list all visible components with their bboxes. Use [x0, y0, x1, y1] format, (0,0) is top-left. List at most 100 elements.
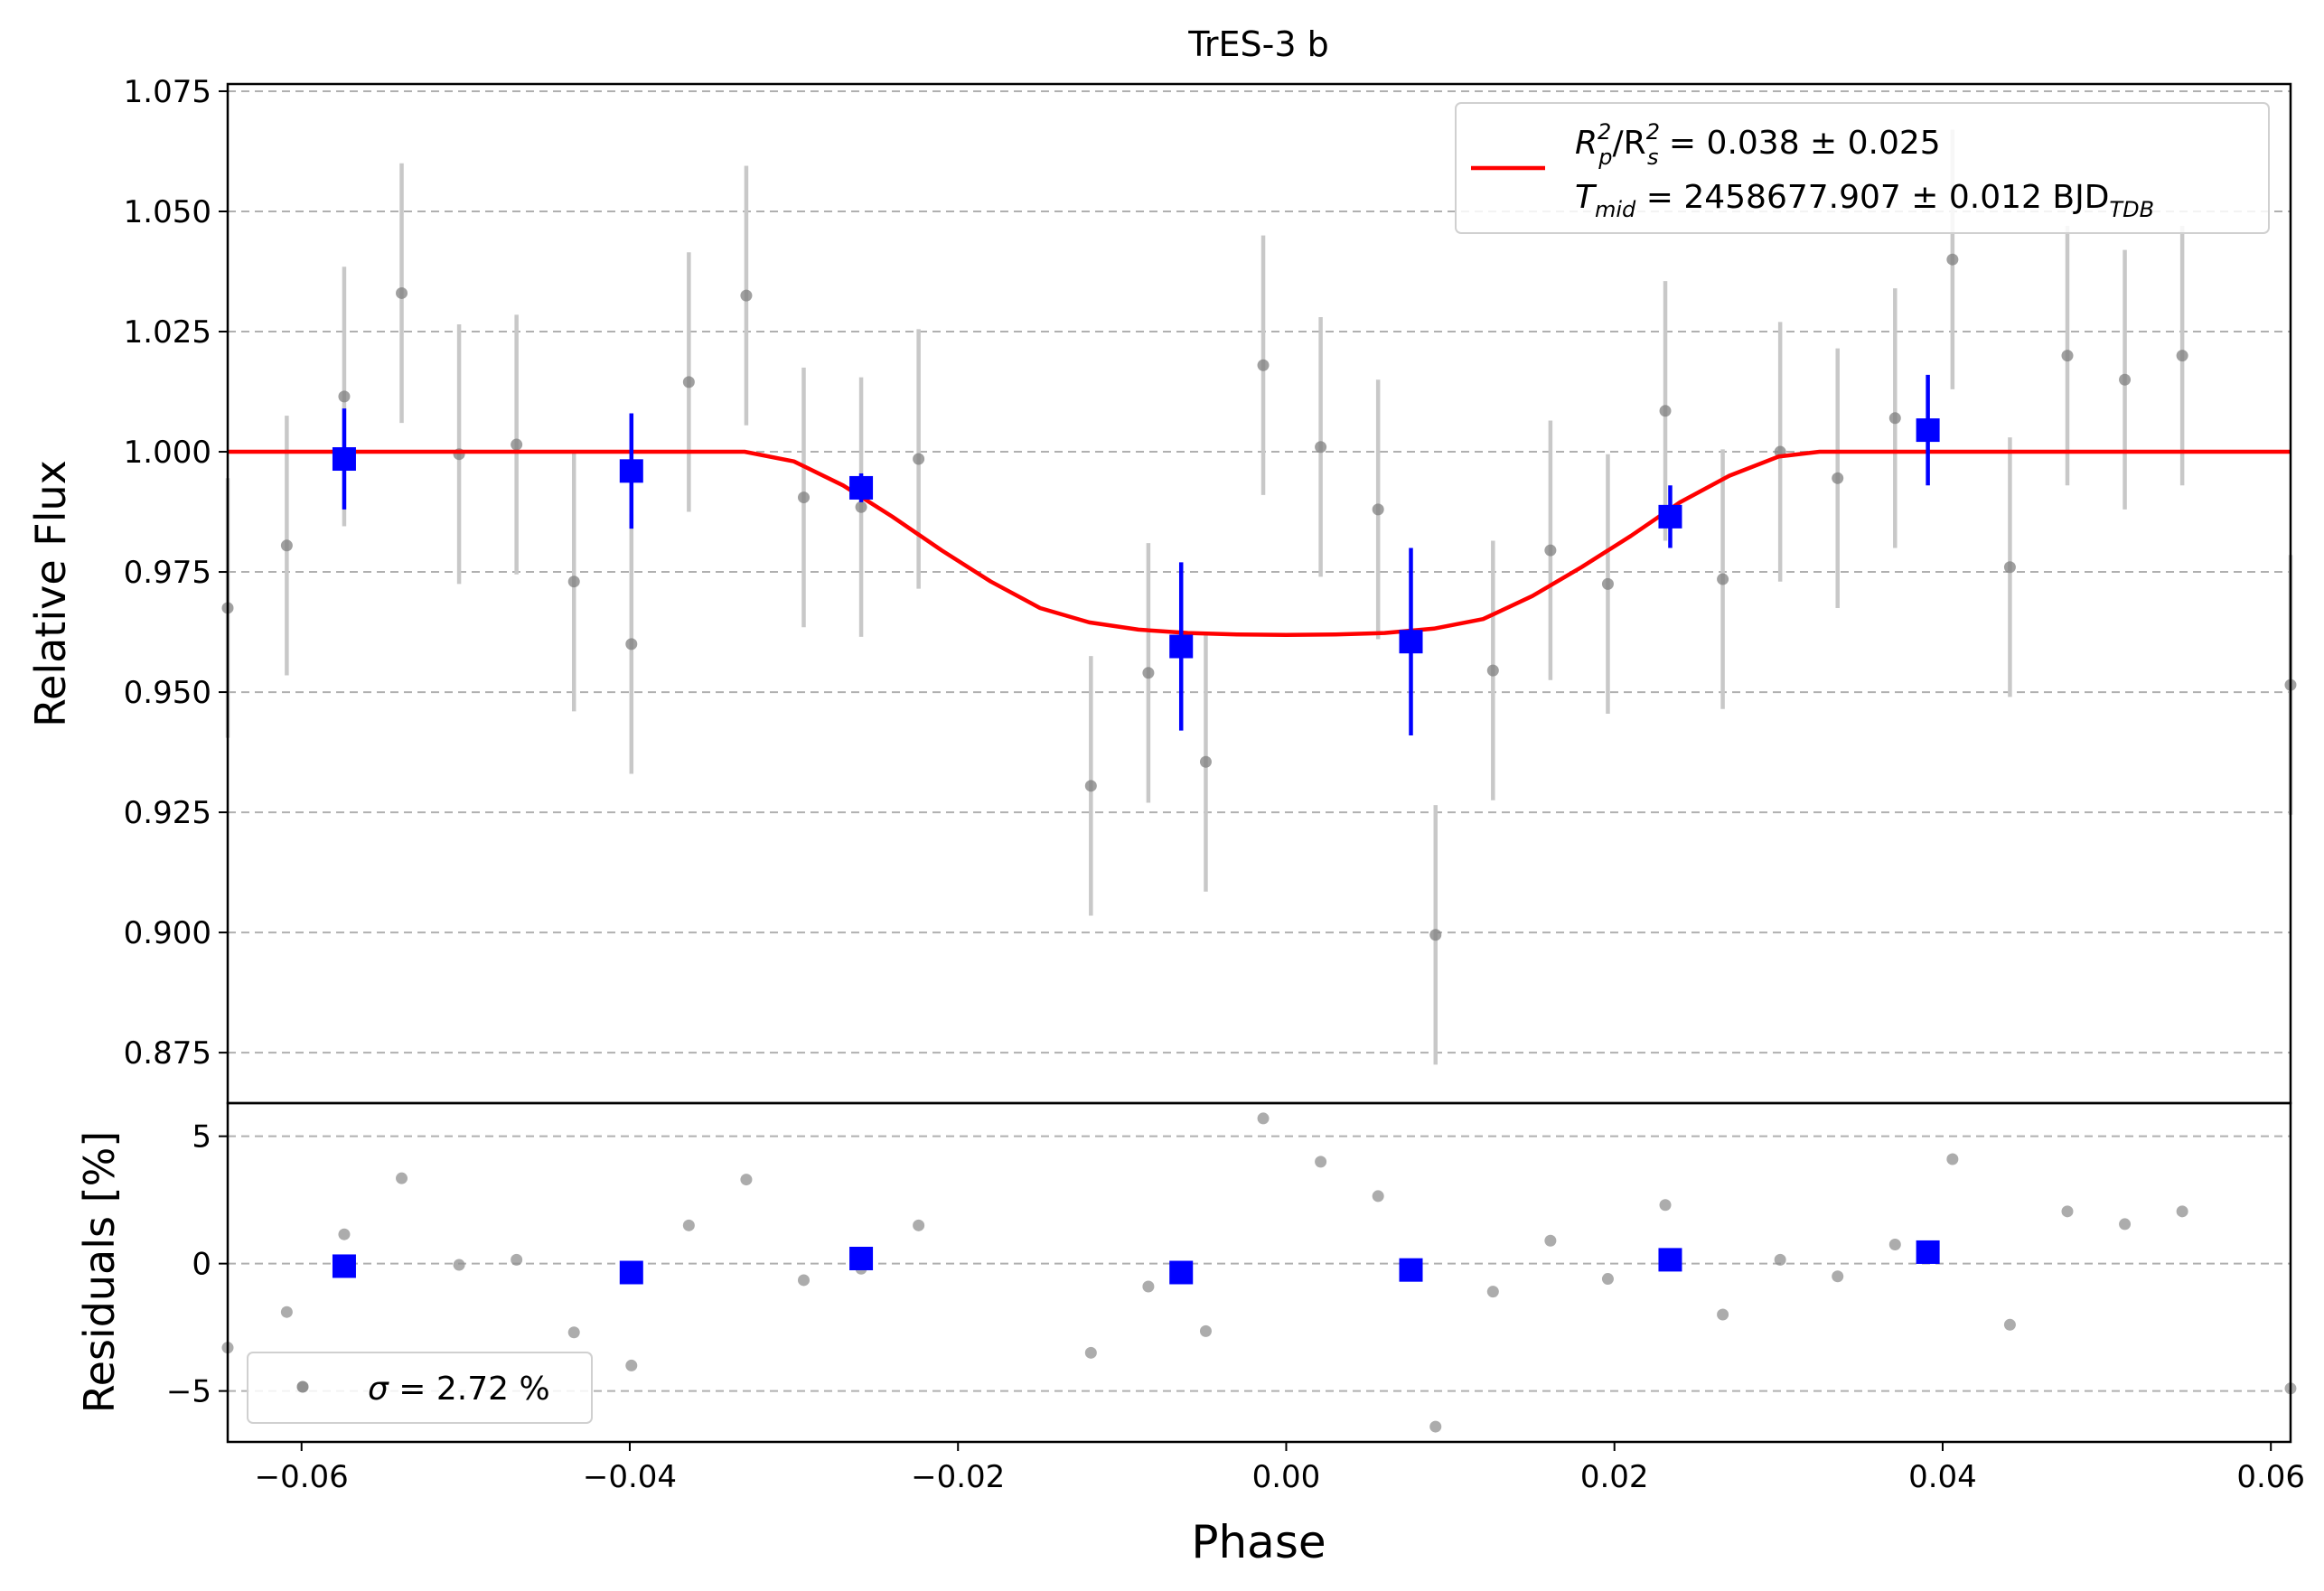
flux-raw-point — [1832, 472, 1844, 484]
residuals-y-tick-label: 0 — [192, 1247, 211, 1283]
residual-raw-point — [797, 1274, 810, 1287]
flux-raw-point — [1142, 667, 1155, 679]
residual-raw-point — [280, 1306, 293, 1318]
flux-y-tick-label: 0.900 — [124, 915, 211, 951]
residual-raw-point — [1084, 1346, 1097, 1359]
residual-raw-point — [1257, 1112, 1270, 1125]
residual-binned-point — [849, 1246, 874, 1270]
phase-x-tick-label: 0.00 — [1252, 1459, 1321, 1495]
flux-raw-point — [1544, 544, 1557, 557]
residual-raw-point — [740, 1174, 753, 1186]
residuals-panel: −5 0 5 −0.06 −0.04 −0.02 0.00 0.02 0.04 0.06 Res… — [75, 1101, 2305, 1568]
legend-sigma-text: σ = 2.72 % — [368, 1371, 550, 1408]
flux-legend: R2 p/R2 s = 0.038 ± 0.025 Tmid = 2458677.9… — [1455, 102, 2270, 234]
flux-binned-point — [332, 447, 356, 472]
flux-binned-point — [1169, 634, 1194, 659]
residual-raw-point — [1832, 1270, 1844, 1283]
flux-raw-point — [1888, 412, 1901, 425]
flux-raw-point — [1429, 929, 1442, 941]
flux-raw-point — [1486, 664, 1499, 677]
flux-binned-points — [332, 418, 1940, 659]
flux-raw-point — [511, 438, 523, 451]
flux-y-label: Relative Flux — [26, 460, 75, 727]
phase-x-tick-label: 0.02 — [1580, 1459, 1649, 1495]
flux-raw-point — [2061, 350, 2074, 362]
flux-raw-point — [1601, 577, 1614, 590]
residuals-axes-frame — [226, 1101, 2292, 1444]
residuals-y-tick-label: 5 — [192, 1119, 211, 1156]
flux-binned-point — [619, 459, 643, 483]
flux-raw-point — [396, 286, 408, 299]
residuals-y-tick-label: −5 — [166, 1374, 211, 1410]
residual-raw-point — [2003, 1318, 2016, 1331]
flux-binned-point — [1916, 418, 1940, 443]
flux-raw-point — [913, 453, 925, 465]
flux-raw-point — [682, 376, 695, 388]
residual-raw-point — [1429, 1420, 1442, 1433]
legend-depth-text: R2 p/R2 s = 0.038 ± 0.025 — [1575, 119, 1941, 170]
residual-binned-point — [332, 1254, 356, 1278]
flux-legend-box — [1455, 102, 2270, 234]
residual-raw-point — [511, 1253, 523, 1266]
residual-raw-point — [1946, 1153, 1959, 1165]
residual-raw-point — [1888, 1238, 1901, 1250]
flux-raw-point — [740, 289, 753, 302]
flux-raw-point — [1084, 780, 1097, 792]
residual-binned-point — [1916, 1240, 1940, 1264]
flux-raw-point — [1315, 441, 1327, 454]
flux-raw-point — [855, 501, 867, 513]
transit-model-curve — [228, 449, 2291, 638]
flux-y-tick-label: 0.975 — [124, 555, 211, 591]
flux-raw-point — [1372, 503, 1384, 516]
residual-binned-point — [1399, 1258, 1423, 1282]
flux-y-tick-label: 1.050 — [124, 194, 211, 230]
flux-raw-point — [338, 390, 351, 403]
flux-raw-point — [2176, 350, 2188, 362]
residual-raw-point — [913, 1219, 925, 1231]
flux-raw-point — [567, 576, 580, 588]
flux-raw-point — [1946, 253, 1959, 266]
phase-x-label: Phase — [1191, 1516, 1326, 1568]
flux-binned-point — [1399, 630, 1423, 654]
residual-raw-point — [1601, 1273, 1614, 1286]
residual-binned-point — [1169, 1260, 1194, 1285]
flux-y-tick-label: 1.075 — [124, 74, 211, 110]
residual-raw-point — [2176, 1205, 2188, 1218]
residual-raw-point — [1199, 1324, 1212, 1337]
legend-tmid-text: Tmid = 2458677.907 ± 0.012 BJDTDB — [1575, 179, 2154, 222]
residuals-binned-points — [332, 1240, 1940, 1285]
phase-x-tick-label: −0.06 — [255, 1459, 349, 1495]
flux-raw-point — [2003, 561, 2016, 574]
residual-binned-point — [619, 1260, 643, 1285]
flux-y-tick-label: 0.875 — [124, 1035, 211, 1072]
residual-raw-point — [1315, 1156, 1327, 1168]
flux-raw-point — [625, 638, 638, 650]
residual-raw-point — [1142, 1280, 1155, 1293]
phase-x-tick-label: 0.04 — [1908, 1459, 1977, 1495]
residual-raw-point — [682, 1219, 695, 1231]
flux-raw-point — [1257, 359, 1270, 371]
flux-y-tick-label: 1.025 — [124, 314, 211, 351]
flux-y-tick-label: 0.950 — [124, 675, 211, 711]
residual-raw-point — [625, 1359, 638, 1371]
residual-raw-point — [1486, 1286, 1499, 1298]
flux-binned-point — [849, 475, 874, 500]
residual-raw-point — [2061, 1205, 2074, 1218]
residuals-y-label: Residuals [%] — [75, 1131, 124, 1413]
residual-raw-point — [1717, 1308, 1729, 1321]
phase-x-tick-label: −0.04 — [583, 1459, 677, 1495]
chart-title: TrES-3 b — [1187, 24, 1328, 64]
flux-raw-point — [1199, 755, 1212, 768]
flux-raw-point — [1717, 573, 1729, 585]
flux-raw-point — [797, 491, 810, 504]
flux-raw-point — [1659, 405, 1672, 417]
flux-y-tick-label: 1.000 — [124, 435, 211, 471]
flux-panel: 0.875 0.900 0.925 0.950 0.975 1.000 1.025 1.050… — [26, 24, 2297, 1105]
flux-y-ticks: 0.875 0.900 0.925 0.950 0.975 1.000 1.025 1.050… — [124, 74, 228, 1072]
residual-raw-point — [1659, 1199, 1672, 1212]
residual-raw-point — [396, 1172, 408, 1184]
residual-raw-point — [453, 1259, 465, 1271]
legend-residual-marker — [296, 1380, 309, 1393]
residuals-y-ticks: −5 0 5 — [166, 1119, 228, 1410]
